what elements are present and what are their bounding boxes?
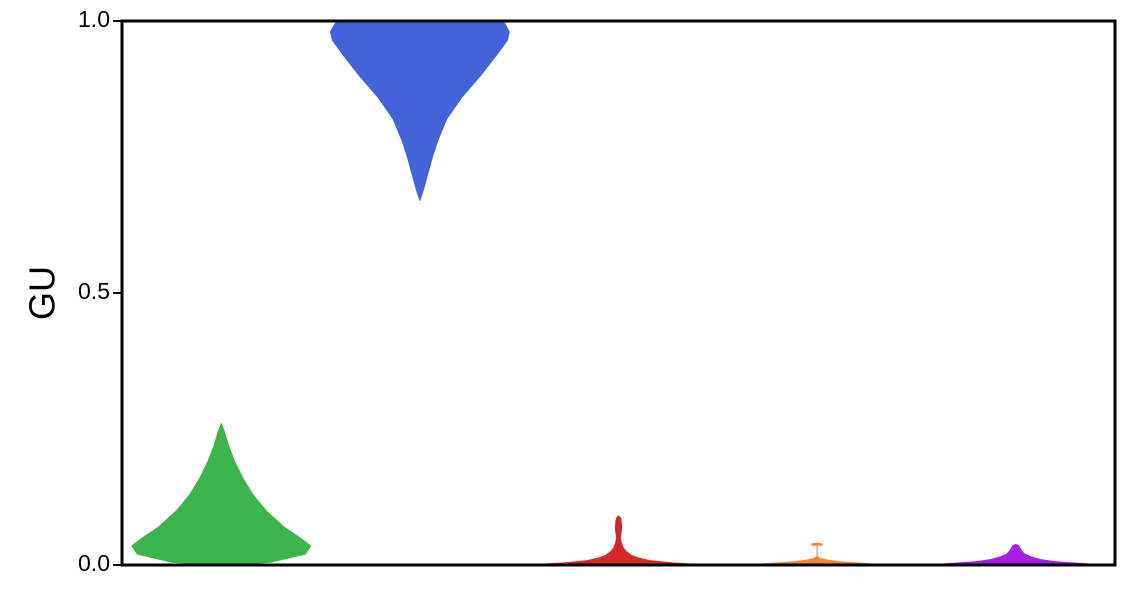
y-axis: 0.0 0.5 1.0 bbox=[78, 6, 122, 576]
y-axis-title: GU bbox=[22, 266, 63, 320]
violin-2 bbox=[330, 20, 510, 202]
violin-1 bbox=[131, 423, 312, 566]
violin-layer bbox=[131, 20, 1106, 566]
plot-frame bbox=[120, 19, 1117, 567]
y-tick-label: 1.0 bbox=[78, 6, 110, 32]
violin-4 bbox=[727, 542, 907, 566]
violin-3 bbox=[528, 515, 709, 566]
violin-5 bbox=[925, 543, 1106, 566]
y-tick-label: 0.5 bbox=[78, 278, 110, 304]
y-tick-label: 0.0 bbox=[78, 550, 110, 576]
